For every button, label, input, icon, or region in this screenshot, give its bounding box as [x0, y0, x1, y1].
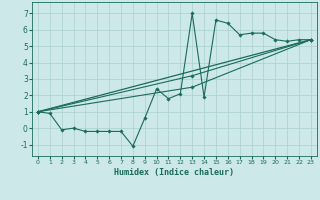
X-axis label: Humidex (Indice chaleur): Humidex (Indice chaleur)	[115, 168, 234, 177]
